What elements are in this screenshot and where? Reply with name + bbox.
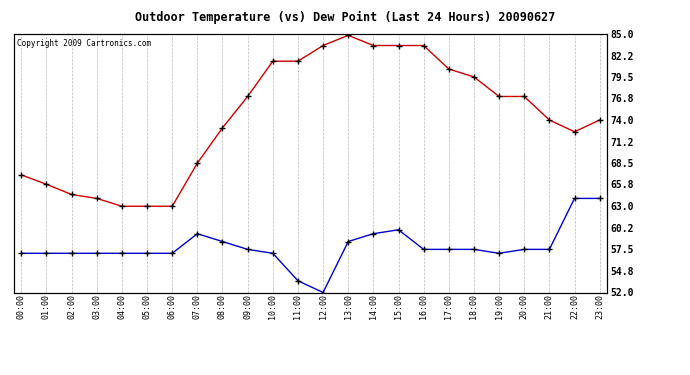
Text: Outdoor Temperature (vs) Dew Point (Last 24 Hours) 20090627: Outdoor Temperature (vs) Dew Point (Last… [135, 11, 555, 24]
Text: Copyright 2009 Cartronics.com: Copyright 2009 Cartronics.com [17, 39, 151, 48]
